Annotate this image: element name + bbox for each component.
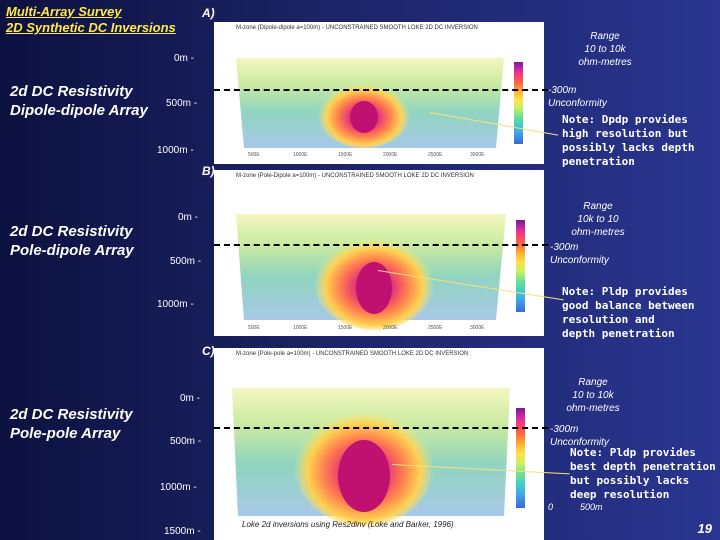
section-a-xtick: 1500E xyxy=(338,152,353,158)
section-b-note: Note: Pldp provides good balance between… xyxy=(562,285,694,341)
section-a-note: Note: Dpdp provides high resolution but … xyxy=(562,113,694,169)
section-c-unconformity-label: -300m Unconformity xyxy=(550,423,634,449)
section-c-range-line2: 10 to 10k xyxy=(572,390,614,401)
section-c-label-line1: 2d DC Resistivity xyxy=(10,406,133,423)
section-b-range-line2: 10k to 10 xyxy=(577,214,619,225)
section-c-range-label: Range 10 to 10k ohm-metres xyxy=(550,376,636,415)
section-b-depth-1000: 1000m - xyxy=(157,299,194,310)
section-b-xtick: 2000E xyxy=(383,325,398,331)
section-b-unconf-line2: Unconformity xyxy=(550,255,609,266)
section-a-label-line2: Dipole-dipole Array xyxy=(10,102,148,119)
section-a-depth-500: 500m - xyxy=(166,98,198,109)
section-b-range-label: Range 10k to 10 ohm-metres xyxy=(550,200,646,239)
section-a-range-line3: ohm-metres xyxy=(578,57,632,68)
title-line2: 2D Synthetic DC Inversions xyxy=(6,20,176,35)
section-a-letter: A) xyxy=(200,6,217,20)
section-b-note-line: good balance between xyxy=(562,299,695,312)
section-c-unconf-line1: -300m xyxy=(550,424,579,435)
section-c-depth-1000: 1000m - xyxy=(160,482,197,493)
section-a-depth-0: 0m - xyxy=(174,53,194,64)
section-b-range-line3: ohm-metres xyxy=(571,227,625,238)
section-a-unconformity-label: -300m Unconformity xyxy=(548,84,632,110)
section-a-range-line1: Range xyxy=(590,31,620,42)
section-c-range-line3: ohm-metres xyxy=(566,403,620,414)
section-c-note-line: but possibly lacks xyxy=(570,474,690,487)
section-b-label: 2d DC Resistivity Pole-dipole Array xyxy=(10,222,134,260)
section-b-unconformity-line xyxy=(214,244,548,246)
section-b-label-line2: Pole-dipole Array xyxy=(10,242,134,259)
section-a-unconf-line2: Unconformity xyxy=(548,98,607,109)
section-c-depth-500: 500m - xyxy=(170,436,202,447)
section-c-note-line: Note: Pldp provides xyxy=(570,446,696,459)
section-a-range-line2: 10 to 10k xyxy=(584,44,626,55)
section-b-note-line: depth penetration xyxy=(562,327,675,340)
section-a-xtick: 2500E xyxy=(428,152,443,158)
section-b-inversion-panel: M-zone (Pole-Dipole a=100m) - UNCONSTRAI… xyxy=(214,170,544,336)
section-b-inversion-image xyxy=(236,214,506,330)
section-b-xtick: 2500E xyxy=(428,325,443,331)
section-a-xtick: 500E xyxy=(248,152,260,158)
section-b-panel-header: M-zone (Pole-Dipole a=100m) - UNCONSTRAI… xyxy=(236,173,474,179)
section-a-panel-header: M-zone (Dipole-dipole a=100m) - UNCONSTR… xyxy=(236,25,478,31)
section-b-unconformity-label: -300m Unconformity xyxy=(550,241,634,267)
section-a-colorbar xyxy=(514,62,523,144)
section-b-xtick: 3000E xyxy=(470,325,485,331)
section-c-inversion-image xyxy=(232,388,510,526)
section-c-range-line1: Range xyxy=(578,377,608,388)
section-b-note-line: resolution and xyxy=(562,313,655,326)
section-a-inversion-panel: M-zone (Dipole-dipole a=100m) - UNCONSTR… xyxy=(214,22,544,164)
section-b-xtick: 1500E xyxy=(338,325,353,331)
title-line1: Multi-Array Survey xyxy=(6,4,122,19)
section-a-note-line: high resolution but xyxy=(562,127,688,140)
section-b-depth-0: 0m - xyxy=(178,212,198,223)
section-c-letter: C) xyxy=(200,344,217,358)
section-b-note-line: Note: Pldp provides xyxy=(562,285,688,298)
citation-text: Loke 2d inversions using Res2dinv (Loke … xyxy=(242,520,454,529)
section-c-note-line: deep resolution xyxy=(570,488,670,501)
section-c-depth-1500: 1500m - xyxy=(164,526,201,537)
section-c-label: 2d DC Resistivity Pole-pole Array xyxy=(10,405,133,443)
section-c-note: Note: Pldp provides best depth penetrati… xyxy=(570,446,716,502)
section-b-xtick: 500E xyxy=(248,325,260,331)
slide-title: Multi-Array Survey 2D Synthetic DC Inver… xyxy=(6,4,176,36)
section-a-xtick: 3000E xyxy=(470,152,485,158)
section-b-label-line1: 2d DC Resistivity xyxy=(10,223,133,240)
section-c-panel-header: M-zone (Pole-pole a=100m) - UNCONSTRAINE… xyxy=(236,351,469,357)
section-a-depth-1000: 1000m - xyxy=(157,145,194,156)
section-b-unconf-line1: -300m xyxy=(550,242,579,253)
section-b-depth-500: 500m - xyxy=(170,256,202,267)
section-c-depth-0: 0m - xyxy=(180,393,200,404)
section-a-note-line: penetration xyxy=(562,155,635,168)
section-a-inversion-image xyxy=(236,58,504,148)
section-c-unconf-line2: Unconformity xyxy=(550,437,609,448)
section-a-unconf-line1: -300m xyxy=(548,85,577,96)
section-b-letter: B) xyxy=(200,164,217,178)
scale-distance-label: 500m xyxy=(580,502,603,512)
section-a-label-line1: 2d DC Resistivity xyxy=(10,83,133,100)
page-number: 19 xyxy=(697,521,712,536)
section-c-unconformity-line xyxy=(214,427,548,429)
section-a-label: 2d DC Resistivity Dipole-dipole Array xyxy=(10,82,148,120)
section-c-colorbar xyxy=(516,408,525,508)
section-a-range-label: Range 10 to 10k ohm-metres xyxy=(550,30,660,69)
section-a-xtick: 1000E xyxy=(293,152,308,158)
section-a-note-line: Note: Dpdp provides xyxy=(562,113,688,126)
section-b-colorbar xyxy=(516,220,525,312)
scale-zero-label: 0 xyxy=(548,502,554,512)
section-a-note-line: possibly lacks depth xyxy=(562,141,695,154)
section-c-inversion-panel: M-zone (Pole-pole a=100m) - UNCONSTRAINE… xyxy=(214,348,544,540)
section-c-note-line: best depth penetration xyxy=(570,460,716,473)
section-b-xtick: 1000E xyxy=(293,325,308,331)
section-a-unconformity-line xyxy=(214,89,548,91)
section-a-xtick: 2000E xyxy=(383,152,398,158)
section-c-label-line2: Pole-pole Array xyxy=(10,425,121,442)
section-b-range-line1: Range xyxy=(583,201,613,212)
